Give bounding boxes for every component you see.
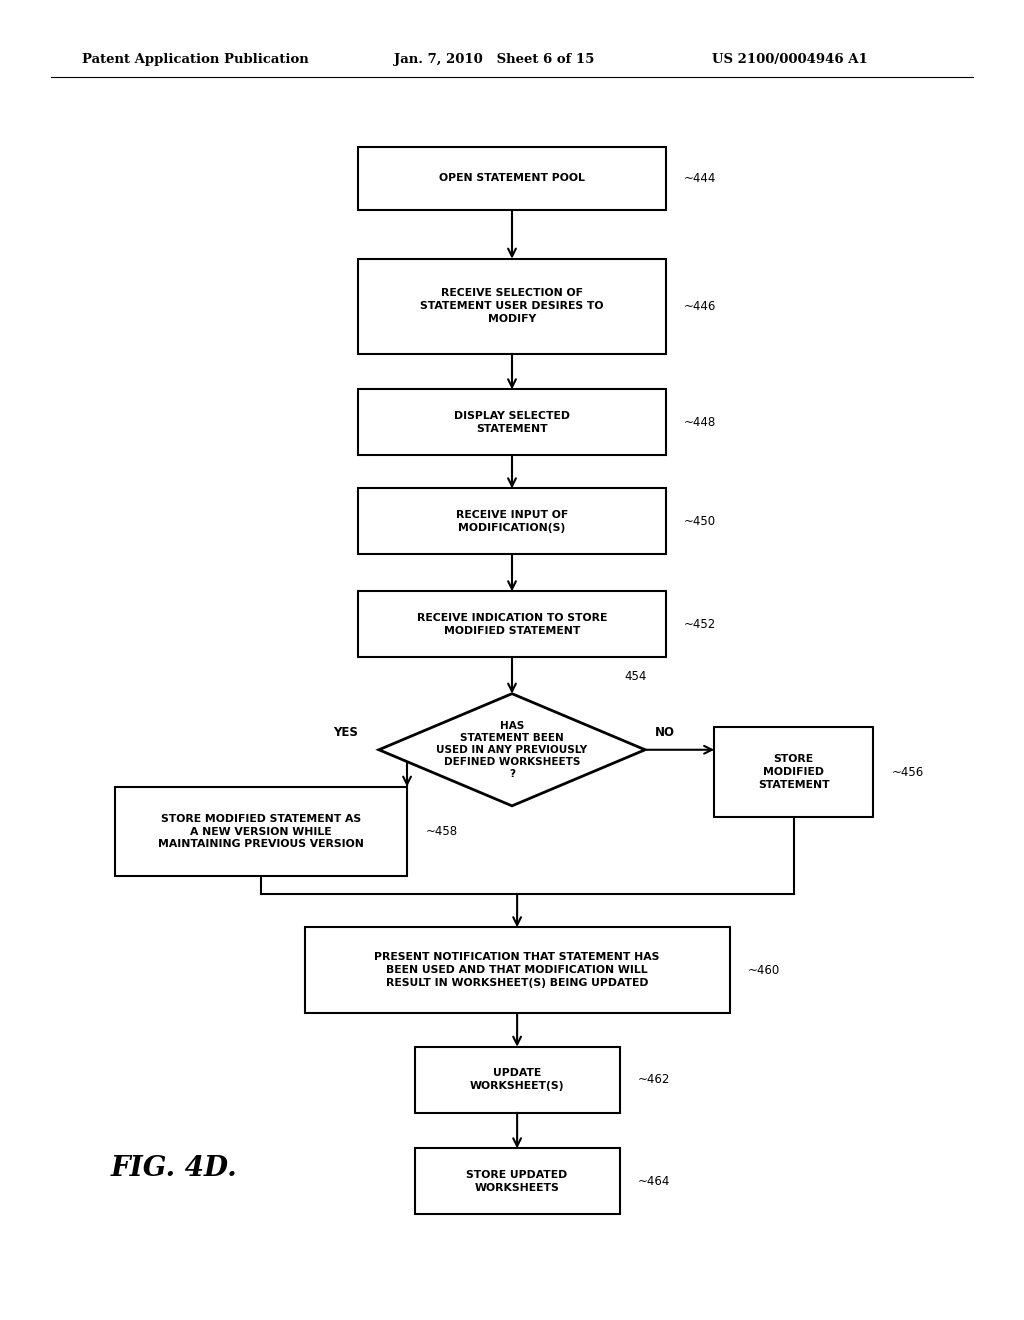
FancyBboxPatch shape — [358, 591, 666, 657]
Text: ~446: ~446 — [684, 300, 717, 313]
FancyBboxPatch shape — [358, 147, 666, 210]
Text: STORE UPDATED
WORKSHEETS: STORE UPDATED WORKSHEETS — [467, 1170, 567, 1193]
Text: RECEIVE INDICATION TO STORE
MODIFIED STATEMENT: RECEIVE INDICATION TO STORE MODIFIED STA… — [417, 612, 607, 636]
Text: ~452: ~452 — [684, 618, 716, 631]
Polygon shape — [379, 694, 645, 805]
Text: STORE
MODIFIED
STATEMENT: STORE MODIFIED STATEMENT — [758, 755, 829, 789]
Text: PRESENT NOTIFICATION THAT STATEMENT HAS
BEEN USED AND THAT MODIFICATION WILL
RES: PRESENT NOTIFICATION THAT STATEMENT HAS … — [375, 953, 659, 987]
Text: UPDATE
WORKSHEET(S): UPDATE WORKSHEET(S) — [470, 1068, 564, 1092]
FancyBboxPatch shape — [415, 1148, 620, 1214]
Text: ~456: ~456 — [891, 766, 924, 779]
Text: 454: 454 — [625, 671, 647, 684]
Text: HAS
STATEMENT BEEN
USED IN ANY PREVIOUSLY
DEFINED WORKSHEETS
?: HAS STATEMENT BEEN USED IN ANY PREVIOUSL… — [436, 721, 588, 779]
FancyBboxPatch shape — [116, 787, 407, 876]
Text: ~450: ~450 — [684, 515, 716, 528]
Text: ~458: ~458 — [426, 825, 458, 838]
FancyBboxPatch shape — [358, 488, 666, 554]
Text: US 2100/0004946 A1: US 2100/0004946 A1 — [712, 53, 867, 66]
Text: ~444: ~444 — [684, 172, 717, 185]
Text: ~460: ~460 — [748, 964, 780, 977]
Text: OPEN STATEMENT POOL: OPEN STATEMENT POOL — [439, 173, 585, 183]
Text: DISPLAY SELECTED
STATEMENT: DISPLAY SELECTED STATEMENT — [454, 411, 570, 434]
Text: NO: NO — [655, 726, 676, 739]
FancyBboxPatch shape — [358, 389, 666, 455]
Text: ~448: ~448 — [684, 416, 716, 429]
FancyBboxPatch shape — [415, 1047, 620, 1113]
Text: FIG. 4D.: FIG. 4D. — [111, 1155, 238, 1181]
Text: RECEIVE SELECTION OF
STATEMENT USER DESIRES TO
MODIFY: RECEIVE SELECTION OF STATEMENT USER DESI… — [420, 289, 604, 323]
Text: RECEIVE INPUT OF
MODIFICATION(S): RECEIVE INPUT OF MODIFICATION(S) — [456, 510, 568, 533]
Text: STORE MODIFIED STATEMENT AS
A NEW VERSION WHILE
MAINTAINING PREVIOUS VERSION: STORE MODIFIED STATEMENT AS A NEW VERSIO… — [158, 814, 365, 849]
FancyBboxPatch shape — [358, 259, 666, 354]
FancyBboxPatch shape — [715, 727, 872, 817]
Text: YES: YES — [334, 726, 358, 739]
Text: Patent Application Publication: Patent Application Publication — [82, 53, 308, 66]
FancyBboxPatch shape — [305, 927, 729, 1014]
Text: Jan. 7, 2010   Sheet 6 of 15: Jan. 7, 2010 Sheet 6 of 15 — [394, 53, 595, 66]
Text: ~464: ~464 — [638, 1175, 671, 1188]
Text: ~462: ~462 — [638, 1073, 671, 1086]
